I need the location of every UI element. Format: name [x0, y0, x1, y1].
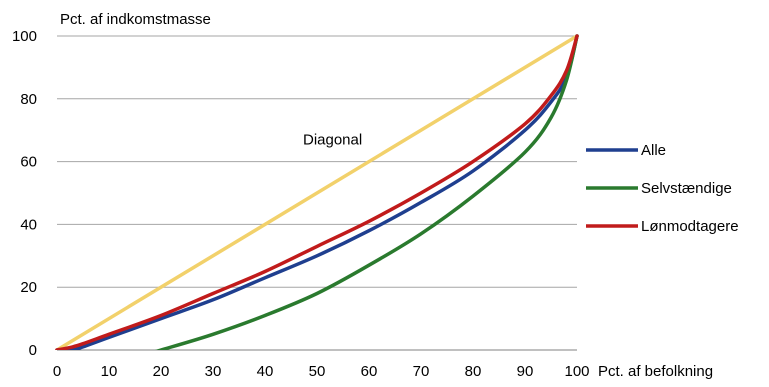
legend-label-lonmodtagere: Lønmodtagere [641, 218, 739, 235]
y-tick-label: 0 [29, 342, 37, 359]
x-tick-label: 20 [153, 363, 170, 380]
y-tick-label: 100 [12, 28, 37, 45]
x-tick-label: 70 [413, 363, 430, 380]
legend: Alle Selvstændige Lønmodtagere [586, 142, 739, 235]
series-lines [55, 34, 579, 350]
x-tick-label: 30 [205, 363, 222, 380]
x-axis-label: Pct. af befolkning [598, 363, 713, 380]
y-axis-label: Pct. af indkomstmasse [60, 11, 211, 28]
x-tick-label: 100 [564, 363, 589, 380]
diagonal-annotation: Diagonal [303, 132, 362, 149]
x-tick-label: 10 [101, 363, 118, 380]
series-line-alle [55, 34, 579, 350]
y-tick-label: 20 [20, 279, 37, 296]
x-tick-label: 90 [517, 363, 534, 380]
x-tick-label: 0 [53, 363, 61, 380]
series-line-selvstaendige [154, 34, 579, 350]
legend-label-alle: Alle [641, 142, 666, 159]
x-tick-label: 80 [465, 363, 482, 380]
legend-label-selvstaendige: Selvstændige [641, 180, 732, 197]
series-line-diagonal [55, 34, 579, 350]
x-tick-label: 40 [257, 363, 274, 380]
gridlines [57, 35, 577, 288]
y-tick-labels: 0 20 40 60 80 100 [12, 28, 37, 359]
x-tick-label: 50 [309, 363, 326, 380]
series-line-lonmodtagere [55, 34, 579, 350]
y-tick-label: 80 [20, 91, 37, 108]
y-tick-label: 60 [20, 154, 37, 171]
x-tick-label: 60 [361, 363, 378, 380]
y-tick-label: 40 [20, 216, 37, 233]
x-tick-labels: 0 10 20 30 40 50 60 70 80 90 100 [53, 363, 590, 380]
